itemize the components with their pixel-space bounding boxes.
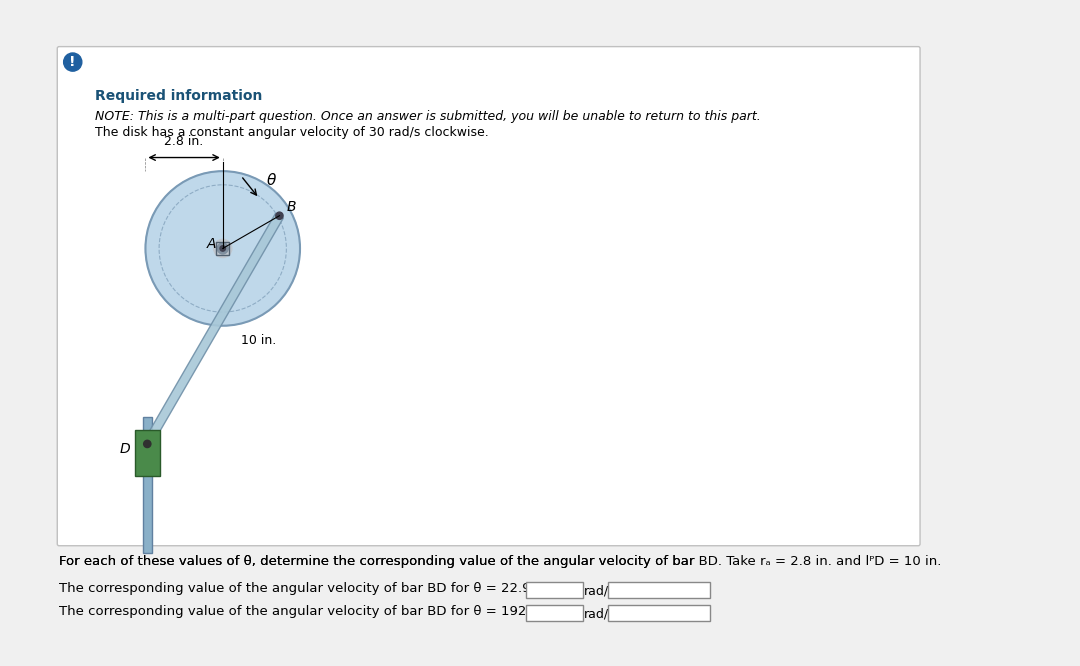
Text: B: B — [286, 200, 296, 214]
Circle shape — [214, 239, 232, 258]
Text: D: D — [120, 442, 131, 456]
Text: θ: θ — [267, 172, 275, 188]
Circle shape — [146, 171, 300, 326]
FancyBboxPatch shape — [526, 582, 583, 599]
Text: 2.8 in.: 2.8 in. — [164, 135, 204, 149]
Circle shape — [275, 212, 283, 219]
Text: rad/s: rad/s — [583, 607, 616, 621]
Bar — [216, 242, 229, 255]
Text: rad/s: rad/s — [583, 585, 616, 597]
FancyBboxPatch shape — [608, 582, 710, 599]
Text: Required information: Required information — [95, 89, 262, 103]
Text: A: A — [207, 237, 217, 251]
Circle shape — [144, 440, 151, 448]
Text: Click to select  ▾: Click to select ▾ — [613, 585, 710, 597]
Text: Click to select  ▾: Click to select ▾ — [613, 607, 710, 621]
Text: For each of these values of θ, determine the corresponding value of the angular : For each of these values of θ, determine… — [59, 555, 942, 568]
Bar — [143, 417, 152, 553]
Circle shape — [64, 53, 82, 71]
Polygon shape — [144, 213, 283, 446]
FancyBboxPatch shape — [526, 605, 583, 621]
Text: For each of these values of θ, determine the corresponding value of the angular : For each of these values of θ, determine… — [59, 555, 699, 568]
Text: NOTE: This is a multi-part question. Once an answer is submitted, you will be un: NOTE: This is a multi-part question. Onc… — [95, 111, 761, 123]
Text: The corresponding value of the angular velocity of bar BD for θ = 22.9° is: The corresponding value of the angular v… — [59, 582, 552, 595]
FancyBboxPatch shape — [608, 605, 710, 621]
Circle shape — [217, 243, 228, 254]
FancyBboxPatch shape — [57, 47, 920, 545]
Circle shape — [220, 246, 226, 251]
Text: 10 in.: 10 in. — [241, 334, 275, 348]
Text: !: ! — [69, 55, 76, 69]
Text: The disk has a constant angular velocity of 30 rad/s clockwise.: The disk has a constant angular velocity… — [95, 126, 489, 139]
Text: The corresponding value of the angular velocity of bar BD for θ = 192.6° is: The corresponding value of the angular v… — [59, 605, 561, 618]
Bar — [135, 430, 160, 476]
